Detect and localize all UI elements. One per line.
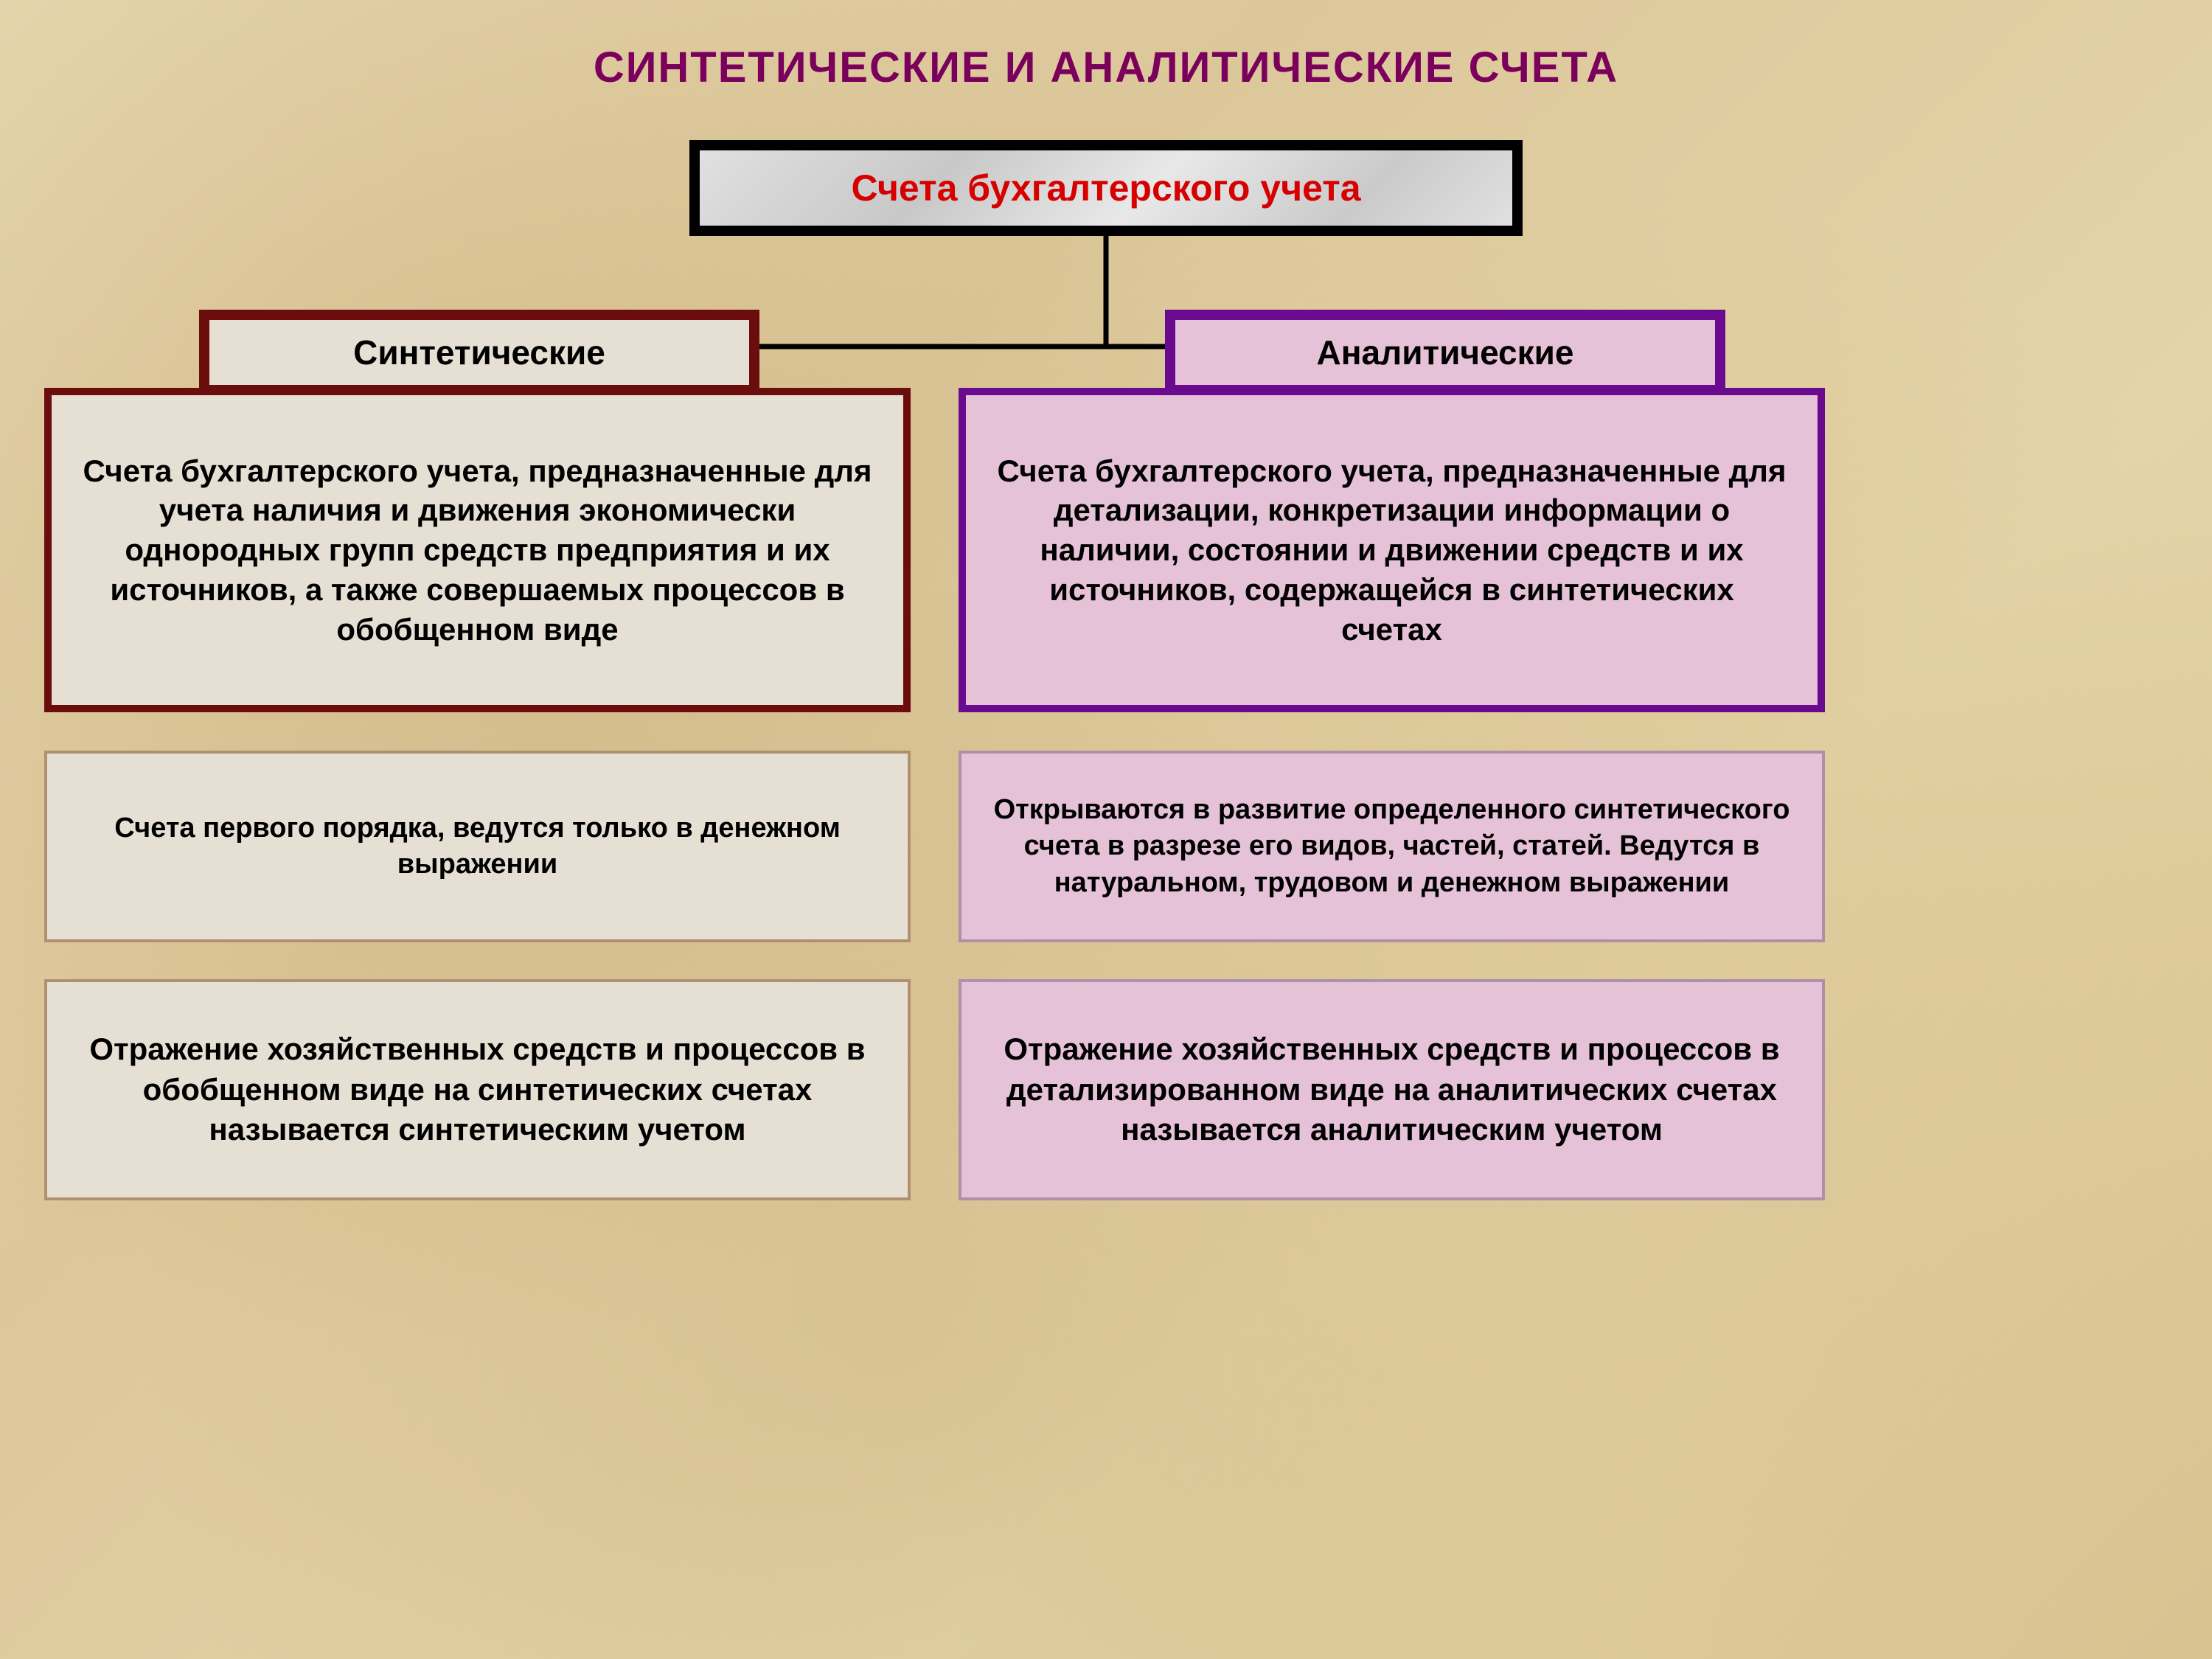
connector-arrows	[0, 0, 2212, 1659]
branch-header-right: Аналитические	[1165, 310, 1725, 395]
branch-header-left: Синтетические	[199, 310, 759, 395]
